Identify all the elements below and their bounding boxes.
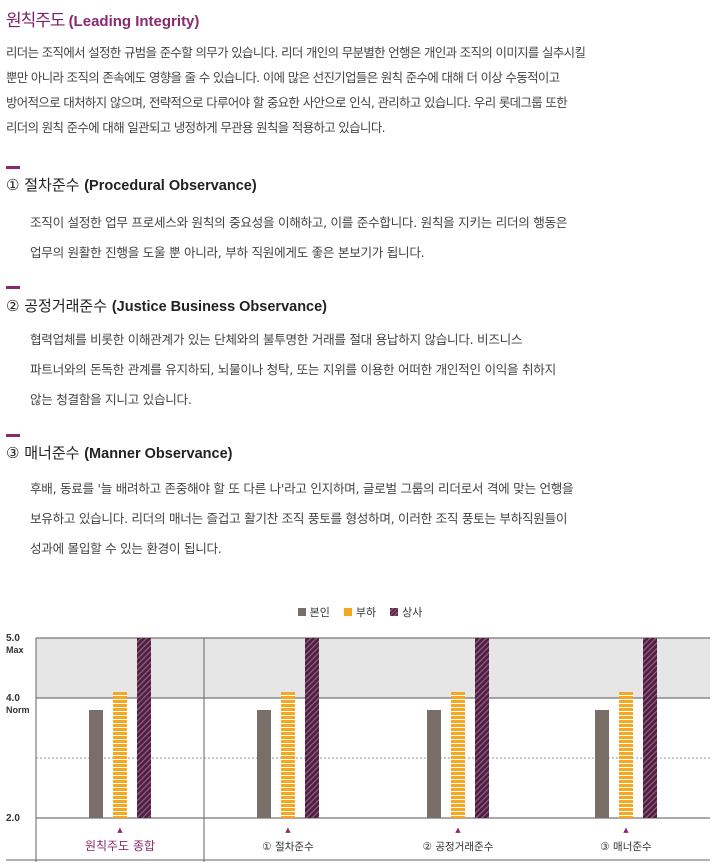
bar-상사	[643, 638, 657, 818]
intro-paragraph: 리더는 조직에서 설정한 규범을 준수할 의무가 있습니다. 리더 개인의 무분…	[6, 40, 712, 140]
section-heading-procedural: ① 절차준수 (Procedural Observance)	[6, 174, 257, 195]
section-title-en: (Procedural Observance)	[84, 178, 257, 194]
legend-item-subordinate: 부하	[343, 604, 377, 620]
section-title-ko: 공정거래준수	[24, 297, 108, 315]
section-body-manner: 후배, 동료를 '늘 배려하고 존중해야 할 또 다른 나'라고 인지하며, 글…	[30, 474, 710, 564]
section-marker	[6, 434, 20, 437]
legend-swatch	[343, 608, 352, 616]
section-line: 조직이 설정한 업무 프로세스와 원칙의 중요성을 이해하고, 이를 준수합니다…	[30, 215, 568, 230]
section-body-justice: 협력업체를 비롯한 이해관계가 있는 단체와의 불투명한 거래를 절대 용납하지…	[30, 325, 710, 415]
section-line: 성과에 몰입할 수 있는 환경이 됩니다.	[30, 541, 222, 556]
bar-상사	[305, 638, 319, 818]
title-english: (Leading Integrity)	[68, 13, 200, 30]
section-title-ko: 매너준수	[24, 444, 80, 462]
section-heading-manner: ③ 매너준수 (Manner Observance)	[6, 442, 233, 463]
bar-본인	[427, 710, 441, 818]
y-tick-label: 4.0	[6, 693, 20, 704]
intro-line: 리더는 조직에서 설정한 규범을 준수할 의무가 있습니다. 리더 개인의 무분…	[6, 45, 586, 60]
section-number: ①	[6, 176, 20, 194]
section-line: 업무의 원활한 진행을 도울 뿐 아니라, 부하 직원에게도 좋은 본보기가 됩…	[30, 245, 425, 260]
category-label: ① 절차준수	[262, 840, 314, 853]
legend-item-superior: 상사	[390, 604, 422, 620]
bar-상사	[137, 638, 151, 818]
section-line: 않는 청결함을 지니고 있습니다.	[30, 392, 192, 407]
bar-부하	[451, 692, 465, 818]
bar-부하	[619, 692, 633, 818]
section-body-procedural: 조직이 설정한 업무 프로세스와 원칙의 중요성을 이해하고, 이를 준수합니다…	[30, 208, 710, 268]
section-number: ②	[6, 297, 20, 315]
category-label: ③ 매너준수	[600, 841, 652, 853]
section-number: ③	[6, 444, 20, 462]
chart-legend: 본인 부하 상사	[0, 604, 720, 620]
legend-swatch	[297, 608, 306, 616]
marker-icon: ▲	[455, 826, 461, 834]
section-title-ko: 절차준수	[24, 176, 80, 194]
intro-line: 리더의 원칙 준수에 대해 일관되고 냉정하게 무관용 원칙을 적용하고 있습니…	[6, 120, 386, 135]
intro-line: 뿐만 아니라 조직의 존속에도 영향을 줄 수 있습니다. 이에 많은 선진기업…	[6, 70, 560, 85]
legend-label: 부하	[355, 606, 377, 619]
section-marker	[6, 286, 20, 289]
bar-상사	[475, 638, 489, 818]
category-label: 원칙주도 종합	[85, 839, 155, 853]
section-heading-justice: ② 공정거래준수 (Justice Business Observance)	[6, 295, 327, 316]
category-label: ② 공정거래준수	[423, 841, 494, 853]
legend-swatch	[390, 608, 399, 616]
bar-부하	[113, 692, 127, 818]
section-line: 협력업체를 비롯한 이해관계가 있는 단체와의 불투명한 거래를 절대 용납하지…	[30, 332, 523, 347]
marker-icon: ▲	[623, 826, 629, 834]
page-title: 원칙주도 (Leading Integrity)	[6, 6, 199, 31]
legend-label: 본인	[309, 606, 330, 619]
marker-icon: ▲	[117, 826, 123, 834]
section-marker	[6, 166, 20, 169]
title-korean: 원칙주도	[6, 11, 66, 31]
bar-부하	[281, 692, 295, 818]
section-title-en: (Justice Business Observance)	[111, 299, 328, 315]
marker-icon: ▲	[285, 826, 291, 834]
section-line: 파트너와의 돈독한 관계를 유지하되, 뇌물이나 청탁, 또는 지위를 이용한 …	[30, 362, 556, 377]
y-tick-sublabel: Max	[6, 645, 24, 655]
legend-label: 상사	[402, 606, 423, 619]
legend-item-self: 본인	[297, 604, 330, 620]
bar-본인	[89, 710, 103, 818]
y-tick-label: 2.0	[6, 813, 20, 824]
section-line: 보유하고 있습니다. 리더의 매너는 즐겁고 활기찬 조직 풍토를 형성하며, …	[30, 511, 568, 526]
bar-본인	[257, 710, 271, 818]
section-line: 후배, 동료를 '늘 배려하고 존중해야 할 또 다른 나'라고 인지하며, 글…	[30, 481, 574, 496]
y-tick-label: 5.0	[6, 633, 20, 644]
y-tick-sublabel: Norm	[6, 705, 30, 715]
section-title-en: (Manner Observance)	[84, 446, 233, 462]
bar-본인	[595, 710, 609, 818]
intro-line: 방어적으로 대처하지 않으며, 전략적으로 다루어야 할 중요한 사안으로 인식…	[6, 95, 568, 110]
